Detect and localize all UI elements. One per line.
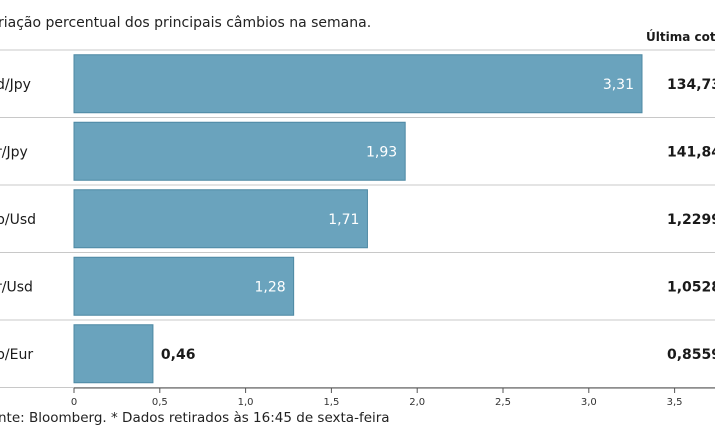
x-tick-label: 3,5 [667,397,683,408]
category-label: p/Eur [0,347,33,363]
chart-subtitle: riação percentual dos principais câmbios… [0,15,372,31]
value-label: 0,46 [161,347,196,363]
value-label: 3,31 [603,77,634,93]
category-label: r/Jpy [0,144,28,160]
category-label: d/Jpy [0,77,31,93]
x-tick-label: 0 [71,397,77,408]
last-quote-value: 141,84 [667,144,715,160]
value-label: 1,93 [366,144,397,160]
value-label: 1,71 [328,212,359,228]
last-quote-header: Última cotação [646,30,715,44]
bar [73,189,368,249]
value-label: 1,28 [254,279,285,295]
x-tick-label: 2,5 [495,397,511,408]
bar [73,256,295,316]
x-tick-label: 1,5 [323,397,339,408]
x-tick-label: 3,0 [581,397,597,408]
source-note: nte: Bloomberg. * Dados retirados às 16:… [0,410,390,426]
bar [73,54,643,114]
x-tick-label: 1,0 [238,397,254,408]
last-quote-value: 134,73 [667,77,715,93]
last-quote-value: 1,2299 [667,212,715,228]
category-label: r/Usd [0,279,33,295]
bar-chart: d/Jpy 3,31 134,73 r/Jpy 1,93 141,84 p/Usd 1,71 1… [0,49,715,408]
bar [73,121,406,181]
x-tick-label: 0,5 [152,397,168,408]
x-tick-label: 2,0 [409,397,425,408]
last-quote-value: 1,0528 [667,279,715,295]
last-quote-value: 0,85598 [667,347,715,363]
category-label: p/Usd [0,212,36,228]
bar [73,324,154,384]
